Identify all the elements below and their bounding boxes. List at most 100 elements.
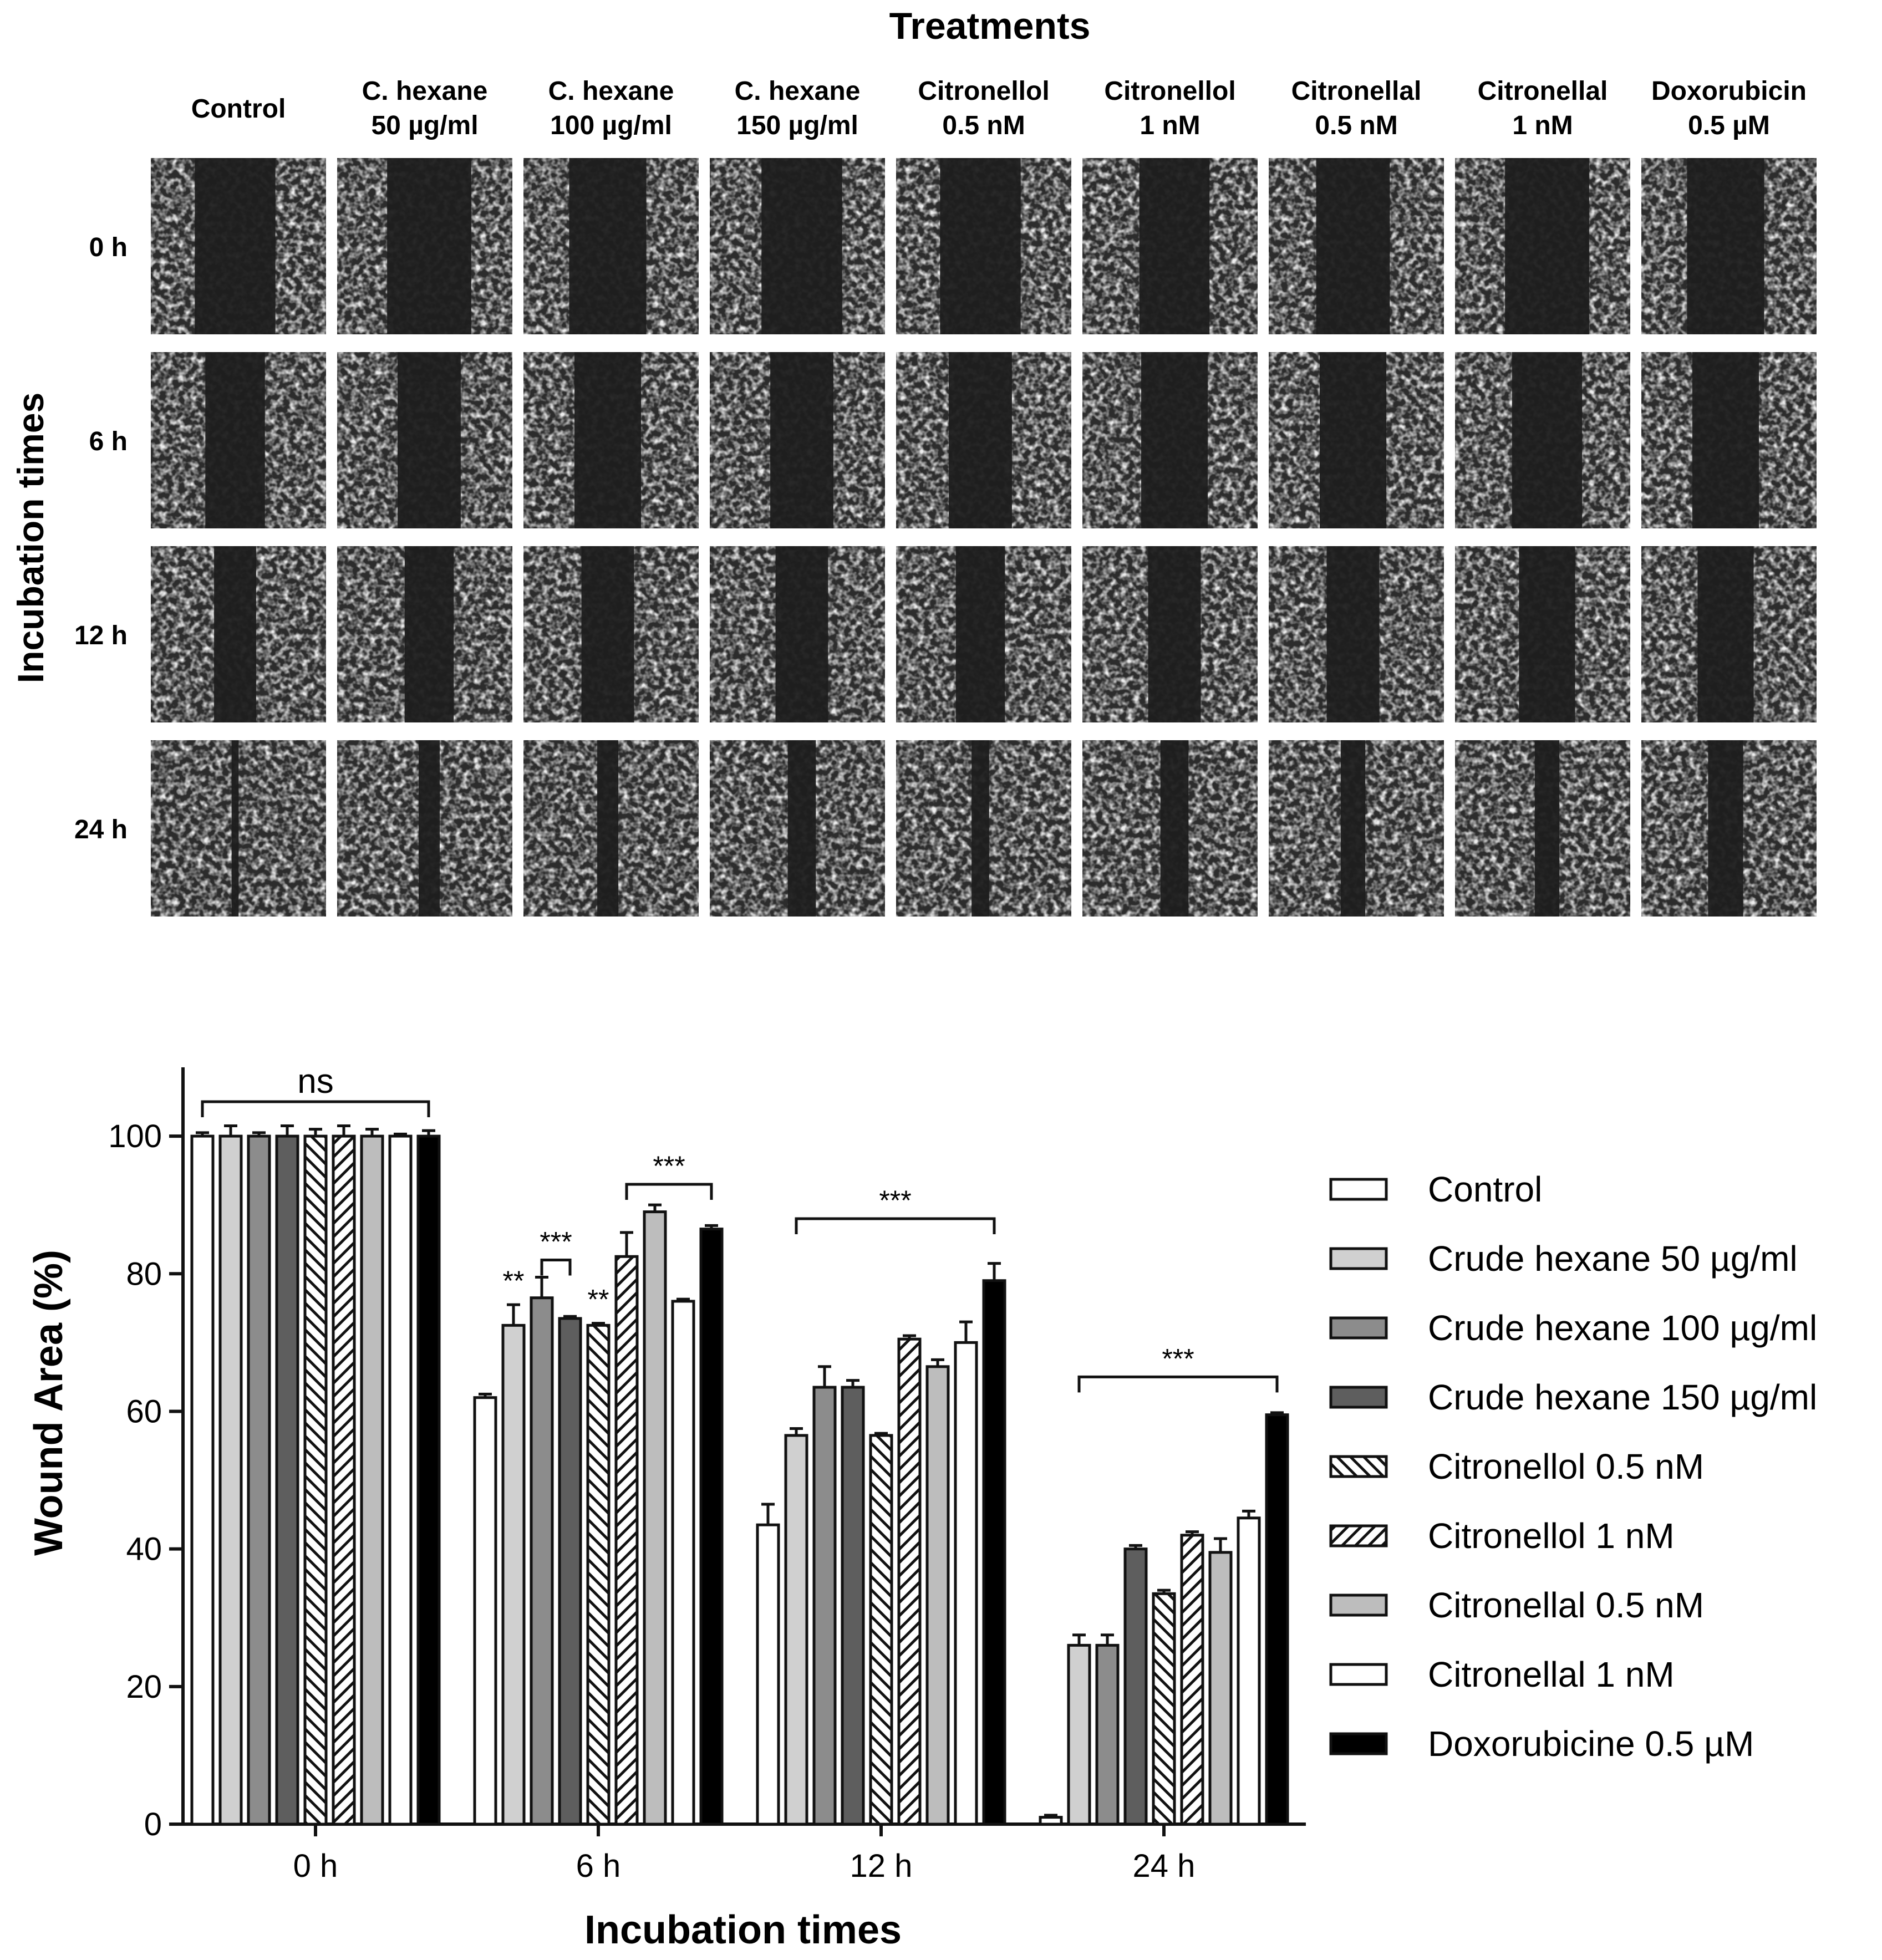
micrograph-tile [710, 352, 885, 528]
row-label: 24 h [74, 815, 128, 844]
bar [586, 1323, 611, 1826]
wound-gap [419, 740, 440, 917]
column-header: 1 nM [1140, 111, 1200, 140]
wound-gap [1519, 546, 1575, 722]
micrograph-tile [1082, 158, 1258, 334]
bar [501, 1323, 526, 1826]
x-axis: 0 h 6 h 12 h 24 h [183, 1822, 1306, 1884]
column-header: 0.5 µM [1688, 111, 1770, 140]
y-tick-label: 40 [126, 1531, 162, 1567]
significance-bracket [540, 1258, 572, 1276]
series [190, 1131, 1063, 1826]
legend-swatch [1329, 1594, 1388, 1617]
significance-label: ns [297, 1062, 333, 1101]
significance-label: *** [1162, 1343, 1194, 1374]
significance-bracket [625, 1183, 713, 1200]
wound-gap [940, 158, 1021, 334]
micrograph-tile [1455, 740, 1630, 917]
bar [303, 1134, 328, 1826]
legend-item: Citronellol 0.5 nM [1329, 1447, 1704, 1486]
legend-item: Doxorubicine 0.5 µM [1329, 1724, 1754, 1764]
wound-gap [971, 740, 989, 917]
micrograph-tile [337, 158, 512, 334]
bar [1067, 1643, 1091, 1826]
micrograph-tile [1082, 352, 1258, 528]
micrograph-panel: Treatments Incubation times Control C. he… [10, 5, 1817, 917]
y-axis: 0 20 40 60 80 100 [108, 1067, 185, 1842]
micrograph-tile [1269, 546, 1444, 722]
row-label: 12 h [74, 621, 128, 650]
y-axis-label: Wound Area (%) [27, 1250, 71, 1556]
wound-gap [597, 740, 618, 917]
row-labels: 0 h 6 h 12 h 24 h [74, 233, 128, 844]
bar [784, 1434, 808, 1826]
significance-label: *** [879, 1185, 911, 1216]
wound-gap [1687, 158, 1764, 334]
column-header: Control [191, 94, 286, 124]
y-tick-label: 100 [108, 1118, 162, 1154]
bar [558, 1317, 582, 1826]
series [416, 1129, 1289, 1826]
y-tick-label: 80 [126, 1256, 162, 1292]
wound-gap [1139, 158, 1210, 334]
micrograph-tile [523, 352, 699, 528]
bar [614, 1255, 639, 1826]
significance-bracket [795, 1217, 996, 1234]
bar [275, 1134, 299, 1826]
column-header: Doxorubicin [1651, 77, 1807, 106]
bar [1208, 1551, 1233, 1826]
column-header: 150 µg/ml [736, 111, 858, 140]
bar [1180, 1534, 1204, 1826]
bar [218, 1134, 243, 1826]
significance-bracket [1077, 1375, 1279, 1393]
wound-gap [231, 740, 239, 917]
bar [360, 1134, 384, 1826]
micrograph-tile [151, 546, 326, 722]
x-axis-label: Incubation times [584, 1908, 902, 1952]
legend-label: Crude hexane 100 µg/ml [1428, 1308, 1817, 1348]
wound-gap [1692, 352, 1759, 528]
legend-label: Citronellal 0.5 nM [1428, 1585, 1704, 1625]
micrograph-tile [1641, 352, 1817, 528]
micrograph-tile [710, 546, 885, 722]
micrograph-tile [1455, 158, 1630, 334]
wound-gap [1316, 158, 1390, 334]
bar [1123, 1547, 1148, 1826]
micrograph-tile [710, 740, 885, 917]
micrograph-tile [1455, 352, 1630, 528]
micrograph-tile [1641, 546, 1817, 722]
significance-label: *** [653, 1150, 685, 1182]
legend-item: Citronellol 1 nM [1329, 1516, 1675, 1556]
legend-swatch [1329, 1178, 1388, 1201]
wound-gap [1148, 546, 1201, 722]
bar-series [190, 1124, 1289, 1826]
wound-gap [581, 546, 634, 722]
significance-label: *** [540, 1226, 572, 1257]
micrograph-tile [1641, 158, 1817, 334]
y-tick-label: 0 [144, 1806, 162, 1842]
micrograph-tile [151, 352, 326, 528]
micrograph-tile [896, 740, 1071, 917]
micrograph-tile [151, 740, 326, 917]
bar [388, 1134, 413, 1826]
series [360, 1128, 1233, 1826]
x-tick-label: 24 h [1133, 1848, 1196, 1884]
column-header: Citronellal [1291, 77, 1422, 106]
significance-label: ** [588, 1284, 609, 1315]
wound-gap [574, 352, 642, 528]
column-headers: Control C. hexane 50 µg/ml C. hexane 100 µg/… [191, 77, 1807, 140]
column-header: 0.5 nM [1315, 111, 1397, 140]
legend-label: Citronellal 1 nM [1428, 1654, 1675, 1694]
legend-swatch [1329, 1316, 1388, 1340]
legend-label: Crude hexane 50 µg/ml [1428, 1239, 1798, 1279]
legend-label: Doxorubicine 0.5 µM [1428, 1724, 1754, 1764]
series [332, 1124, 1204, 1826]
wound-gap [1141, 352, 1208, 528]
bar [530, 1296, 554, 1826]
legend-swatch [1329, 1386, 1388, 1409]
column-header: C. hexane [735, 77, 861, 106]
legend-label: Crude hexane 150 µg/ml [1428, 1377, 1817, 1417]
column-header: 0.5 nM [942, 111, 1025, 140]
wound-gap [1319, 352, 1387, 528]
legend: Control Crude hexane 50 µg/ml Crude hexane… [1329, 1169, 1817, 1764]
